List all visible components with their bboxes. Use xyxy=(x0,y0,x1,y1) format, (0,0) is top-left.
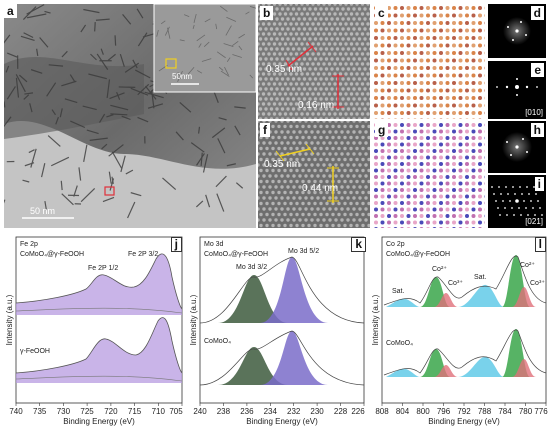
panel-label-a: a xyxy=(4,4,17,18)
tick-l-1: 804 xyxy=(396,407,410,416)
zone-axis-e: [010] xyxy=(525,108,543,117)
panel-label-k: k xyxy=(351,237,366,252)
xps-panel-k: 240 238 236 234 232 230 228 226 Binding … xyxy=(188,233,370,426)
sample-top-j: CoMoO₄@γ-FeOOH xyxy=(20,251,84,258)
region-j: Fe 2p xyxy=(20,241,38,248)
inset-roi-box xyxy=(165,58,177,69)
tick-k-2: 236 xyxy=(240,407,254,416)
tick-l-0: 808 xyxy=(375,407,389,416)
tick-k-4: 232 xyxy=(287,407,301,416)
tem-panel-h: h xyxy=(488,121,546,173)
zone-axis-i: [021] xyxy=(525,217,543,226)
tick-j-5: 715 xyxy=(128,407,142,416)
tick-k-7: 226 xyxy=(351,407,365,416)
xps-panel-j: 740 735 730 725 720 715 710 705 Binding … xyxy=(4,233,188,426)
tem-panel-g: g xyxy=(373,121,485,228)
panel-label-i: i xyxy=(534,177,544,191)
sample-top-l: CoMoO₄@γ-FeOOH xyxy=(386,251,450,258)
tick-j-0: 740 xyxy=(9,407,23,416)
simulated-lattice-c xyxy=(373,4,485,119)
sample-bottom-l: CoMoO₄ xyxy=(386,340,413,347)
tick-k-1: 238 xyxy=(217,407,231,416)
scale-text-inset: 50nm xyxy=(172,72,193,81)
tick-k-6: 228 xyxy=(334,407,348,416)
tick-j-4: 720 xyxy=(104,407,118,416)
tick-l-4: 792 xyxy=(457,407,471,416)
peak-fe2p32: Fe 2P 3/2 xyxy=(128,251,158,258)
sample-top-k: CoMoO₄@γ-FeOOH xyxy=(204,251,268,258)
tem-panel-f: f 0.35 nm 0.44 nm xyxy=(258,121,370,228)
panel-label-b: b xyxy=(260,6,274,20)
tick-j-1: 735 xyxy=(33,407,47,416)
peak-mo3d52: Mo 3d 5/2 xyxy=(288,248,319,255)
tem-panel-c: c xyxy=(373,4,485,119)
sample-bottom-j: γ-FeOOH xyxy=(20,348,50,355)
ylabel-k: Intensity (a.u.) xyxy=(189,294,198,345)
roi-box-red xyxy=(104,186,115,196)
tick-l-5: 788 xyxy=(478,407,492,416)
tem-panel-b: b 0.35 nm 0.16 nm xyxy=(258,4,370,119)
co3-label-a: Co³⁺ xyxy=(448,280,463,287)
panel-label-e: e xyxy=(531,63,544,77)
d-spacing-b1: 0.35 nm xyxy=(266,64,303,75)
sample-bottom-k: CoMoO₄ xyxy=(204,338,231,345)
xlabel-k: Binding Energy (eV) xyxy=(246,417,318,426)
ylabel-j: Intensity (a.u.) xyxy=(5,294,14,345)
region-k: Mo 3d xyxy=(204,241,224,248)
fft-pattern-h xyxy=(488,121,546,173)
xps-panel-l: 808 804 800 796 792 788 784 780 776 Bind… xyxy=(370,233,550,426)
xlabel-j: Binding Energy (eV) xyxy=(63,417,135,426)
tick-j-3: 725 xyxy=(80,407,94,416)
xlabel-l: Binding Energy (eV) xyxy=(428,417,500,426)
tick-l-6: 784 xyxy=(498,407,512,416)
tem-panel-i: i [021] xyxy=(488,175,546,228)
region-l: Co 2p xyxy=(386,241,405,248)
co2-label-b: Co²⁺ xyxy=(520,262,535,269)
tick-j-7: 705 xyxy=(169,407,183,416)
d-spacing-f2: 0.44 nm xyxy=(302,183,339,194)
tem-panel-e: e [010] xyxy=(488,61,546,119)
tick-k-0: 240 xyxy=(193,407,207,416)
hrtem-image-b xyxy=(258,4,370,119)
tick-k-3: 234 xyxy=(264,407,278,416)
panel-label-l: l xyxy=(534,237,546,252)
panel-label-g: g xyxy=(375,123,389,137)
xps-plot-co2p: 808 804 800 796 792 788 784 780 776 Bind… xyxy=(371,236,548,426)
panel-label-h: h xyxy=(530,123,544,137)
xps-plot-fe2p: 740 735 730 725 720 715 710 705 Binding … xyxy=(5,236,183,426)
ylabel-l: Intensity (a.u.) xyxy=(371,294,380,345)
panel-label-f: f xyxy=(260,123,270,137)
sat-label-1: Sat. xyxy=(392,288,405,295)
d-spacing-b2: 0.16 nm xyxy=(298,100,335,111)
tick-k-5: 230 xyxy=(310,407,324,416)
hrtem-image-f xyxy=(258,121,370,228)
xps-plot-mo3d: 240 238 236 234 232 230 228 226 Binding … xyxy=(189,236,365,426)
tick-l-3: 796 xyxy=(437,407,451,416)
peak-fe2p12: Fe 2P 1/2 xyxy=(88,265,118,272)
co3-label-b: Co³⁺ xyxy=(530,280,545,287)
tem-panel-a: a 50nm 50 nm xyxy=(4,4,256,228)
tick-l-7: 780 xyxy=(519,407,533,416)
peak-mo3d32: Mo 3d 3/2 xyxy=(236,264,267,271)
sat-label-2: Sat. xyxy=(474,274,487,281)
tem-panel-d: d xyxy=(488,4,546,58)
tick-j-6: 710 xyxy=(152,407,166,416)
tick-j-2: 730 xyxy=(57,407,71,416)
tick-l-2: 800 xyxy=(416,407,430,416)
tick-l-8: 776 xyxy=(534,407,548,416)
panel-label-j: j xyxy=(170,237,182,252)
panel-label-c: c xyxy=(375,6,388,20)
tem-image-a xyxy=(4,4,256,228)
scale-text-a: 50 nm xyxy=(30,206,56,216)
simulated-lattice-g xyxy=(373,121,485,228)
panel-label-d: d xyxy=(530,6,544,20)
co2-label-a: Co²⁺ xyxy=(432,266,447,273)
d-spacing-f1: 0.35 nm xyxy=(264,159,301,170)
